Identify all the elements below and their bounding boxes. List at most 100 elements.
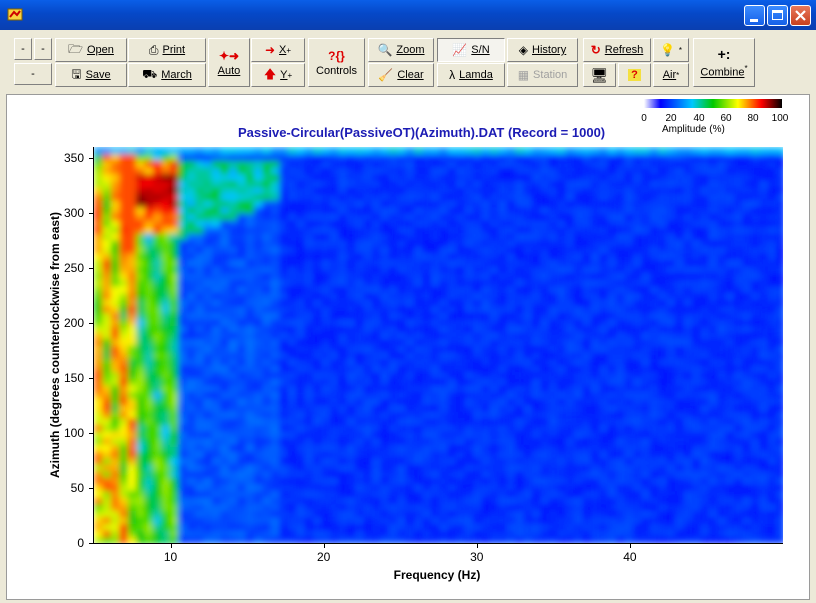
heatmap-cell <box>599 364 609 373</box>
y-scale-button[interactable]: 🡅 Y + <box>251 63 305 87</box>
heatmap-cell <box>346 199 356 208</box>
heatmap-cell <box>245 279 255 287</box>
heatmap-cell <box>691 345 702 353</box>
heatmap-cell <box>565 404 575 412</box>
heatmap-cell <box>473 160 483 168</box>
heatmap-cell <box>414 523 424 531</box>
heatmap-cell <box>144 213 154 221</box>
heatmap-cell <box>456 378 466 386</box>
heatmap-cell <box>152 272 163 280</box>
small-button-2[interactable]: - <box>34 38 52 60</box>
heatmap-cell <box>447 206 457 214</box>
heatmap-cell <box>220 536 230 543</box>
monitor-button[interactable]: 🖥 <box>583 63 616 87</box>
heatmap-cell <box>776 345 783 353</box>
heatmap-cell <box>599 265 609 274</box>
zoom-button[interactable]: 🔍 Zoom <box>368 38 434 62</box>
heatmap-cell <box>557 312 567 320</box>
heatmap-cell <box>279 239 289 247</box>
heatmap-cell <box>742 430 752 439</box>
heatmap-cell <box>94 305 104 313</box>
print-button[interactable]: ⎙ Print <box>128 38 206 62</box>
history-button[interactable]: ◈ History <box>507 38 578 62</box>
heatmap-cell <box>152 496 163 505</box>
heatmap-cell <box>489 450 499 458</box>
heatmap-cell <box>254 391 264 399</box>
lightbulb-button[interactable]: 💡 * <box>653 38 689 62</box>
heatmap-cell <box>279 457 289 465</box>
lamda-button[interactable]: λ Lamda <box>437 63 505 87</box>
heatmap-cell <box>422 477 432 485</box>
heatmap-cell <box>767 444 777 452</box>
x-scale-button[interactable]: ➜ X + <box>251 38 305 62</box>
heatmap-cell <box>430 173 440 181</box>
heatmap-cell <box>414 529 424 538</box>
heatmap-cell <box>700 312 710 320</box>
heatmap-cell <box>338 417 348 425</box>
heatmap-cell <box>649 529 659 538</box>
sn-button[interactable]: 📈 S/N <box>437 38 505 62</box>
heatmap-cell <box>691 259 702 267</box>
combine-button[interactable]: +: Combine* <box>693 38 755 87</box>
heatmap-cell <box>102 272 112 280</box>
station-button[interactable]: ▦ Station <box>507 63 578 87</box>
refresh-button[interactable]: ↻ Refresh <box>583 38 651 62</box>
heatmap-cell <box>338 391 348 399</box>
heatmap-cell <box>312 503 323 511</box>
heatmap-cell <box>371 173 382 181</box>
heatmap-cell <box>582 483 592 491</box>
y-axis-line <box>93 147 94 544</box>
help-button[interactable]: ? <box>618 63 651 87</box>
y-arrow-icon: 🡅 <box>263 66 277 81</box>
heatmap-cell <box>203 450 213 458</box>
close-button[interactable] <box>790 5 811 26</box>
heatmap-cell <box>742 536 752 543</box>
heatmap-cell <box>195 345 205 353</box>
heatmap-cell <box>666 430 676 439</box>
march-button[interactable]: ⛟ March <box>128 63 206 87</box>
heatmap-cell <box>237 186 247 194</box>
heatmap-cell <box>633 404 643 412</box>
heatmap-cell <box>675 331 685 340</box>
auto-button[interactable]: ✦➜ Auto <box>208 38 250 87</box>
open-button[interactable]: 🗁 Open <box>55 38 127 62</box>
heatmap-cell <box>548 496 558 505</box>
heatmap-cell <box>296 272 306 280</box>
save-button[interactable]: 🖫 Save <box>55 63 127 87</box>
heatmap-cell <box>776 199 783 208</box>
heatmap-cell <box>203 180 213 188</box>
heatmap-cell <box>557 378 567 386</box>
heatmap-cell <box>136 325 146 333</box>
heatmap-cell <box>531 160 542 168</box>
clear-button[interactable]: 🧹 Clear <box>368 63 434 87</box>
heatmap-cell <box>515 345 525 353</box>
heatmap-cell <box>447 351 457 359</box>
maximize-button[interactable] <box>767 5 788 26</box>
heatmap-cell <box>447 213 457 221</box>
heatmap-cell <box>767 483 777 491</box>
controls-button[interactable]: ?{} Controls <box>308 38 365 87</box>
heatmap-cell <box>430 529 440 538</box>
air-button[interactable]: Air * <box>653 63 689 87</box>
heatmap-cell <box>127 430 137 439</box>
heatmap-cell <box>152 384 163 392</box>
small-button-1[interactable]: - <box>14 38 32 60</box>
heatmap-cell <box>489 364 499 373</box>
heatmap-cell <box>683 470 693 478</box>
minimize-button[interactable] <box>744 5 765 26</box>
heatmap-cell <box>245 529 255 538</box>
heatmap-cell <box>506 213 516 221</box>
heatmap-cell <box>321 397 331 406</box>
small-button-3[interactable]: - <box>14 63 52 85</box>
heatmap-cell <box>776 147 783 155</box>
heatmap-cell <box>254 305 264 313</box>
heatmap-cell <box>742 226 752 234</box>
heatmap-cell <box>658 490 668 498</box>
heatmap-cell <box>195 510 205 518</box>
heatmap-cell <box>355 279 365 287</box>
heatmap-cell <box>607 246 617 254</box>
heatmap-cell <box>767 529 777 538</box>
heatmap-cell <box>110 364 120 373</box>
heatmap-cell <box>329 477 339 485</box>
heatmap-cell <box>506 391 516 399</box>
